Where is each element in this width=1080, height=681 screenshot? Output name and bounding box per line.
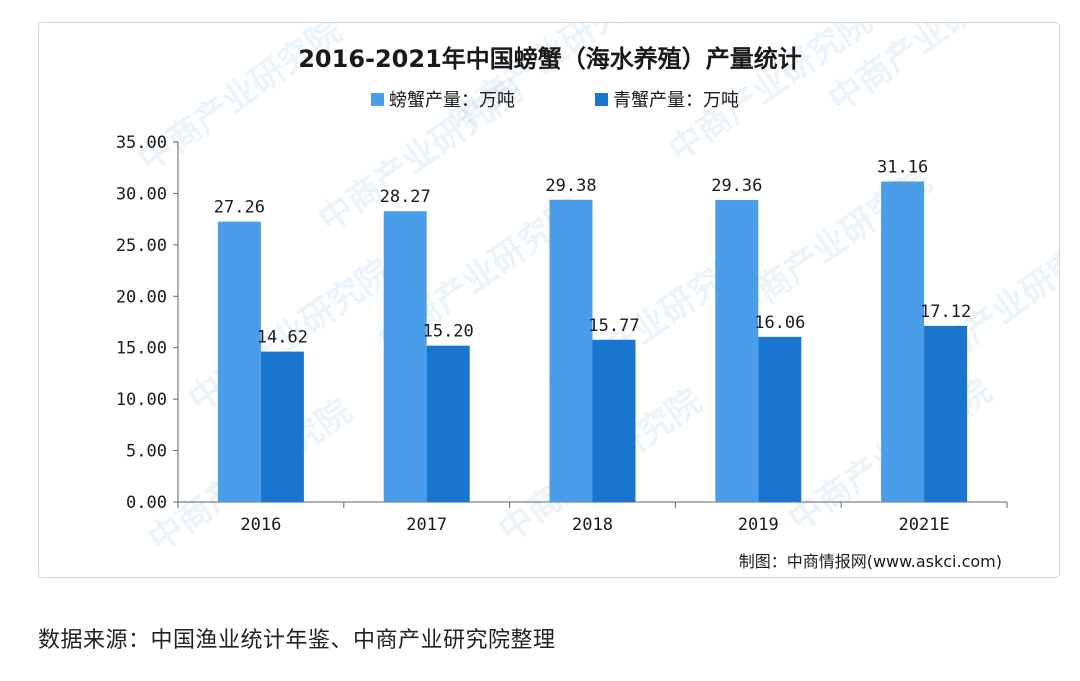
x-tick-label: 2019 xyxy=(738,515,779,535)
x-tick-label: 2017 xyxy=(406,515,447,535)
bar xyxy=(758,336,802,502)
bar xyxy=(426,345,470,502)
y-axis: 0.00 5.00 10.00 15.00 20.00 25.00 30.00 35.00 xyxy=(116,133,179,513)
data-label: 28.27 xyxy=(380,187,431,207)
data-label: 29.38 xyxy=(545,176,596,196)
y-tick-label: 35.00 xyxy=(116,133,167,153)
data-label: 27.26 xyxy=(214,198,265,218)
source-note: 数据来源：中国渔业统计年鉴、中商产业研究院整理 xyxy=(38,628,556,653)
data-label: 17.12 xyxy=(920,302,971,322)
chart-title: 2016-2021年中国螃蟹（海水养殖）产量统计 xyxy=(298,45,802,73)
data-label: 29.36 xyxy=(711,176,762,196)
chart-frame: 中商产业研究院 中商产业研究院 中商产业研究院 中商产业研究院 中商产业研究院 中商产业研… xyxy=(38,22,1060,578)
legend-label: 青蟹产量：万吨 xyxy=(613,90,739,111)
bar xyxy=(924,325,968,502)
data-labels: 27.26 28.27 29.38 29.36 31.16 14.62 15.20 15.77… xyxy=(214,157,971,347)
legend-label: 螃蟹产量：万吨 xyxy=(389,90,515,111)
x-tick-label: 2021E xyxy=(899,515,950,535)
y-tick-label: 10.00 xyxy=(116,390,167,410)
y-tick-label: 5.00 xyxy=(126,442,167,462)
bar xyxy=(383,211,427,503)
watermark-text: 中商产业研究院 xyxy=(441,23,659,140)
y-tick-label: 25.00 xyxy=(116,236,167,256)
bar xyxy=(592,339,636,502)
bars xyxy=(217,181,968,503)
x-tick-label: 2016 xyxy=(240,515,281,535)
data-label: 14.62 xyxy=(257,328,308,348)
bar xyxy=(715,200,759,503)
legend-swatch xyxy=(371,93,384,106)
x-axis: 2016 2017 2018 2019 2021E xyxy=(177,501,1008,535)
data-label: 15.20 xyxy=(423,322,474,342)
legend-swatch xyxy=(595,93,608,106)
y-tick-label: 30.00 xyxy=(116,184,167,204)
y-tick-label: 20.00 xyxy=(116,287,167,307)
data-label: 31.16 xyxy=(877,157,928,177)
bar xyxy=(217,221,261,502)
y-tick-label: 0.00 xyxy=(126,493,167,513)
y-tick-label: 15.00 xyxy=(116,339,167,359)
data-label: 15.77 xyxy=(588,316,639,336)
x-tick-label: 2018 xyxy=(572,515,613,535)
chart-credit: 制图：中商情报网(www.askci.com) xyxy=(739,552,1002,571)
bar xyxy=(260,351,304,502)
bar xyxy=(549,199,593,502)
data-label: 16.06 xyxy=(754,313,805,333)
bar xyxy=(881,181,925,503)
legend: 螃蟹产量：万吨 青蟹产量：万吨 xyxy=(371,90,739,111)
